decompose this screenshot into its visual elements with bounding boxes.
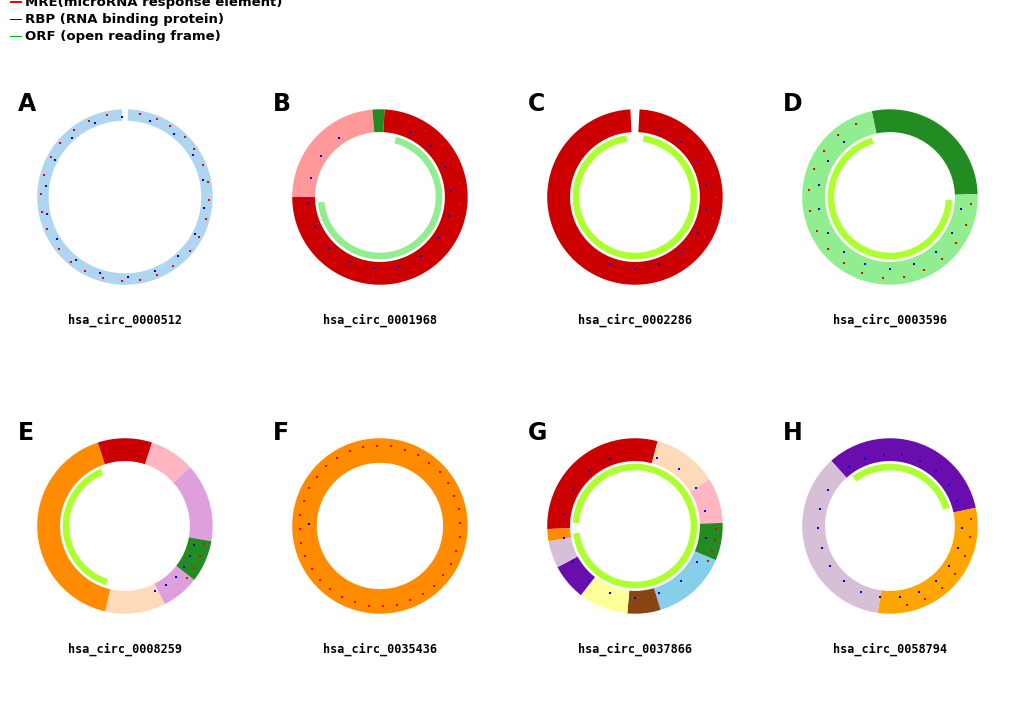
Text: F: F — [273, 421, 288, 445]
Text: C: C — [528, 92, 544, 116]
Text: hsa_circ_0002286: hsa_circ_0002286 — [578, 314, 691, 328]
Polygon shape — [852, 463, 949, 510]
Polygon shape — [154, 566, 194, 604]
Polygon shape — [145, 442, 190, 482]
Polygon shape — [572, 135, 697, 260]
Polygon shape — [581, 577, 629, 613]
Polygon shape — [653, 552, 715, 610]
Polygon shape — [62, 469, 108, 585]
Polygon shape — [871, 109, 976, 194]
Polygon shape — [292, 438, 467, 614]
Polygon shape — [627, 588, 660, 614]
Text: B: B — [273, 92, 290, 116]
Polygon shape — [826, 137, 951, 260]
Polygon shape — [573, 463, 697, 589]
Text: E: E — [18, 421, 34, 445]
Polygon shape — [557, 557, 594, 595]
Polygon shape — [292, 110, 374, 197]
Text: hsa_circ_0000512: hsa_circ_0000512 — [68, 314, 181, 328]
Text: ORF (open reading frame): ORF (open reading frame) — [24, 30, 220, 43]
Text: hsa_circ_0008259: hsa_circ_0008259 — [68, 643, 181, 656]
Text: G: G — [528, 421, 547, 445]
Polygon shape — [176, 537, 211, 580]
Polygon shape — [173, 467, 212, 542]
Polygon shape — [547, 438, 657, 529]
Polygon shape — [38, 442, 110, 612]
Bar — [10, 1, 21, 3]
Polygon shape — [547, 109, 721, 285]
Polygon shape — [830, 438, 975, 513]
Polygon shape — [318, 137, 442, 260]
Polygon shape — [98, 438, 152, 464]
Text: D: D — [783, 92, 802, 116]
Polygon shape — [877, 508, 976, 614]
Polygon shape — [694, 523, 721, 560]
Polygon shape — [547, 529, 571, 542]
Text: RBP (RNA binding protein): RBP (RNA binding protein) — [24, 13, 224, 26]
Text: hsa_circ_0001968: hsa_circ_0001968 — [323, 314, 436, 328]
Polygon shape — [372, 109, 384, 132]
Polygon shape — [105, 583, 165, 614]
Polygon shape — [651, 441, 708, 492]
Bar — [10, 35, 21, 38]
Polygon shape — [38, 109, 212, 285]
Polygon shape — [292, 109, 467, 285]
Bar — [10, 19, 21, 20]
Text: H: H — [783, 421, 802, 445]
Text: hsa_circ_0003596: hsa_circ_0003596 — [833, 314, 946, 328]
Polygon shape — [548, 537, 577, 567]
Text: A: A — [18, 92, 36, 116]
Text: hsa_circ_0035436: hsa_circ_0035436 — [323, 643, 436, 656]
Polygon shape — [689, 479, 721, 523]
Text: MRE(microRNA response element): MRE(microRNA response element) — [24, 0, 282, 9]
Text: hsa_circ_0058794: hsa_circ_0058794 — [833, 643, 946, 656]
Polygon shape — [802, 111, 976, 285]
Polygon shape — [802, 461, 880, 613]
Text: hsa_circ_0037866: hsa_circ_0037866 — [578, 643, 691, 656]
